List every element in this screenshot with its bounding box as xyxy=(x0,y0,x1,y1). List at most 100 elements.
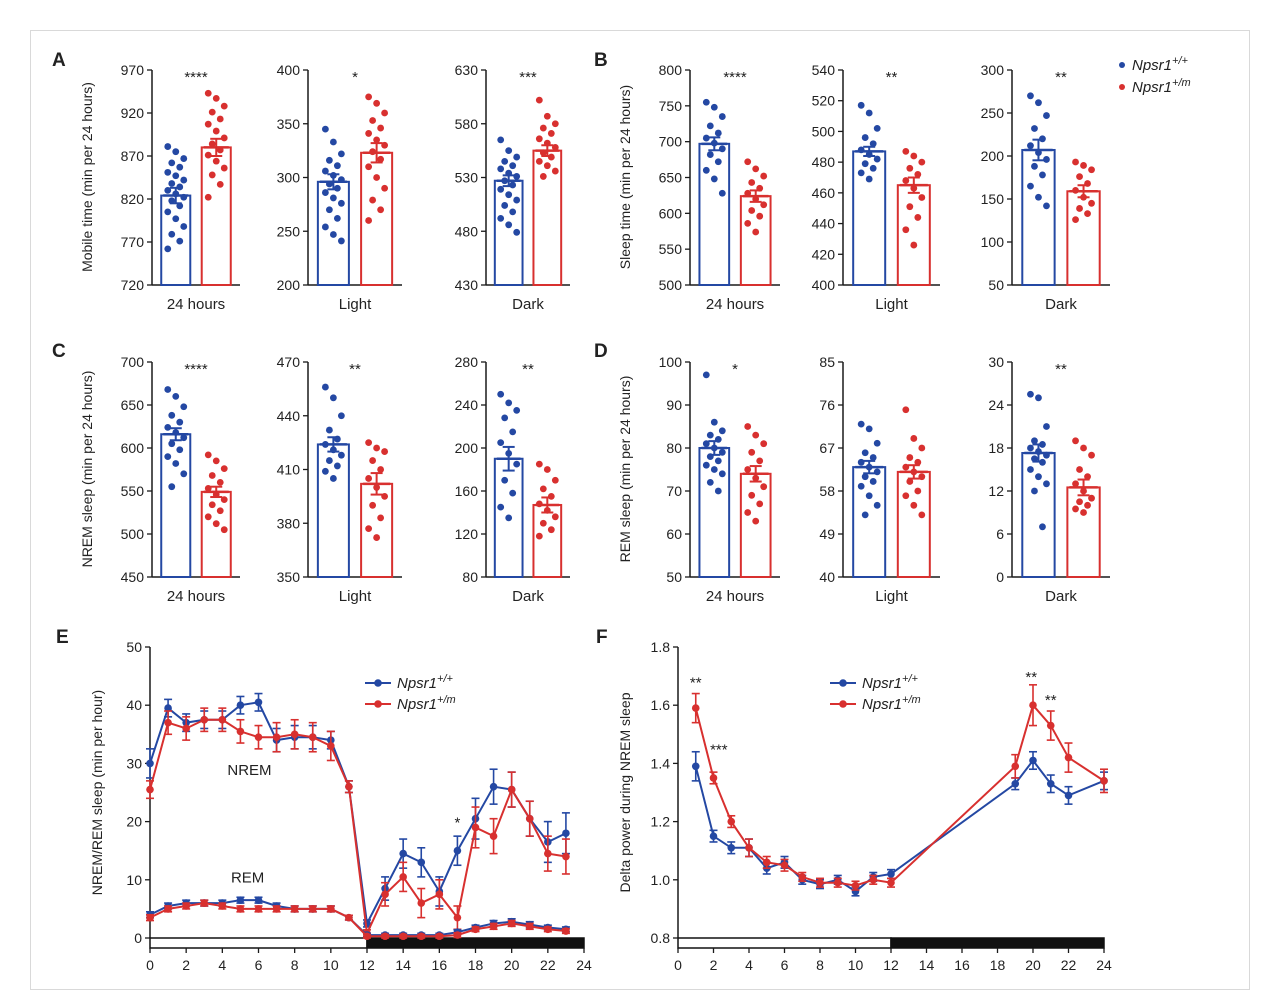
legend-superscript: +/m xyxy=(1172,77,1191,89)
data-point xyxy=(212,491,220,498)
data-point xyxy=(204,120,212,128)
data-point xyxy=(471,823,480,832)
data-point xyxy=(525,814,534,823)
data-point xyxy=(710,444,718,452)
data-point xyxy=(365,475,373,482)
data-point xyxy=(337,451,345,459)
data-point xyxy=(706,151,714,158)
data-point xyxy=(505,221,513,229)
data-point xyxy=(861,134,869,141)
data-point xyxy=(760,172,768,180)
data-point xyxy=(168,483,176,491)
chart-annotation: NREM xyxy=(227,762,271,779)
data-point xyxy=(204,193,212,201)
data-point xyxy=(381,932,389,941)
data-point xyxy=(369,117,377,124)
data-point xyxy=(182,902,190,910)
y-tick-label: 250 xyxy=(277,223,301,239)
data-point xyxy=(918,194,926,201)
data-point xyxy=(164,168,172,176)
data-point xyxy=(539,124,547,132)
data-point xyxy=(547,492,555,500)
legend-marker-mut xyxy=(374,700,382,708)
y-tick-label: 0 xyxy=(996,569,1004,585)
data-point xyxy=(718,427,726,435)
data-point xyxy=(381,492,389,500)
data-point xyxy=(507,919,516,928)
data-point xyxy=(254,896,263,904)
data-point xyxy=(337,176,345,184)
data-point xyxy=(290,905,299,913)
data-point xyxy=(333,214,341,222)
data-point xyxy=(547,526,555,534)
data-point xyxy=(212,520,220,528)
data-point xyxy=(709,832,718,840)
data-point xyxy=(1027,466,1034,473)
x-category-label: Light xyxy=(339,296,372,313)
legend-label-wt: Npsr1+/+ xyxy=(862,673,918,692)
data-point xyxy=(744,423,752,430)
data-point xyxy=(1088,166,1095,174)
data-point xyxy=(218,902,227,910)
data-point xyxy=(902,147,910,155)
data-point xyxy=(497,503,505,511)
data-point xyxy=(327,742,335,750)
data-point xyxy=(918,444,926,452)
y-tick-label: 1.2 xyxy=(651,814,671,830)
data-point xyxy=(756,212,764,220)
data-point xyxy=(1035,149,1042,156)
y-tick-label: 100 xyxy=(659,354,683,370)
x-tick-label: 12 xyxy=(883,957,899,973)
data-point xyxy=(780,861,789,870)
y-tick-label: 49 xyxy=(819,526,835,542)
y-tick-label: 550 xyxy=(121,483,145,499)
data-point xyxy=(365,217,373,224)
data-point xyxy=(489,922,498,931)
data-point xyxy=(220,164,228,172)
y-tick-label: 820 xyxy=(121,191,145,207)
y-tick-label: 280 xyxy=(455,354,479,370)
x-tick-label: 24 xyxy=(1096,957,1112,973)
data-point xyxy=(752,228,760,236)
legend-label-wt: Npsr1+/+ xyxy=(397,673,453,692)
legend-superscript: +/m xyxy=(437,694,456,706)
data-point xyxy=(1064,753,1073,762)
data-point xyxy=(146,913,154,922)
data-point xyxy=(865,151,873,158)
bar-mut xyxy=(360,482,394,579)
y-tick-label: 480 xyxy=(455,223,479,239)
data-point xyxy=(204,485,212,492)
x-tick-label: 24 xyxy=(576,957,592,973)
data-point xyxy=(760,440,768,448)
data-point xyxy=(1080,193,1087,201)
data-point xyxy=(373,174,381,181)
data-point xyxy=(718,470,726,478)
data-point xyxy=(714,158,722,166)
x-tick-label: 12 xyxy=(359,957,375,973)
y-tick-label: 0 xyxy=(134,930,142,946)
data-point xyxy=(873,155,881,163)
data-point xyxy=(1076,498,1083,506)
data-point xyxy=(168,411,176,419)
data-point xyxy=(714,457,722,465)
data-point xyxy=(208,472,216,479)
data-point xyxy=(373,444,381,452)
series-line-wt xyxy=(694,758,1105,893)
data-point xyxy=(216,115,224,123)
y-tick-label: 67 xyxy=(819,440,835,456)
y-tick-label: 970 xyxy=(121,62,145,78)
y-tick-label: 85 xyxy=(819,354,835,370)
y-tick-label: 10 xyxy=(126,872,142,888)
significance-mark: ** xyxy=(349,361,361,378)
data-point xyxy=(333,435,341,443)
y-tick-label: 350 xyxy=(277,116,301,132)
data-point xyxy=(172,190,180,198)
y-tick-label: 1.8 xyxy=(651,639,671,655)
y-tick-label: 40 xyxy=(819,569,835,585)
data-point xyxy=(509,428,517,436)
bar-wt xyxy=(316,443,350,578)
data-point xyxy=(539,173,547,180)
data-point xyxy=(1088,494,1095,502)
data-point xyxy=(710,139,718,147)
data-point xyxy=(321,125,329,133)
